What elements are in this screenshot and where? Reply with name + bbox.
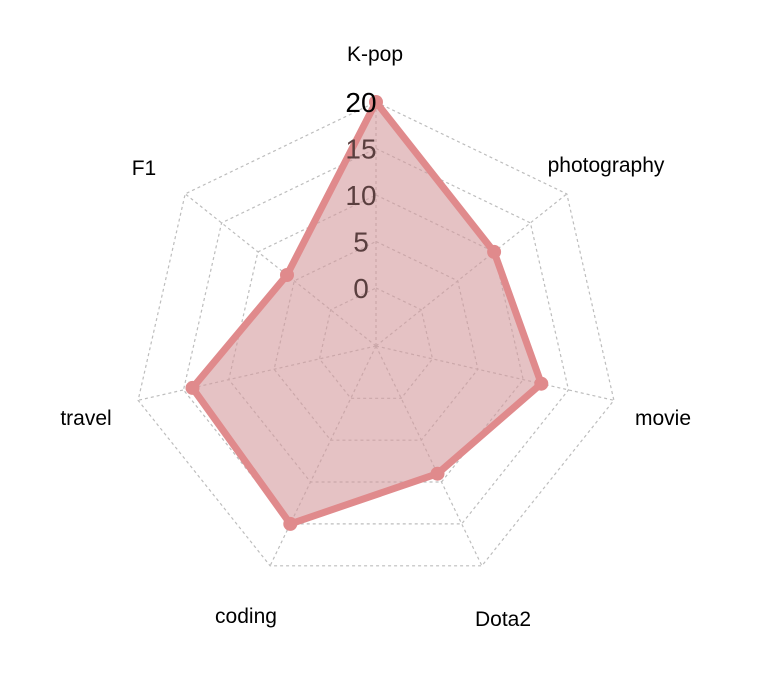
category-label-coding: coding: [215, 605, 277, 628]
tick-label-0: 0: [353, 273, 369, 304]
category-label-travel: travel: [60, 407, 111, 430]
data-point-coding: [283, 516, 298, 531]
data-point-travel: [185, 380, 200, 395]
category-label-photography: photography: [548, 154, 665, 177]
category-label-dota2: Dota2: [475, 608, 531, 631]
category-labels: K-pop photography movie Dota2 coding travel F1: [60, 43, 691, 631]
radial-tick-labels: 0 5 10 15 20: [345, 87, 376, 304]
category-label-f1: F1: [132, 157, 157, 180]
data-point-F1: [280, 268, 294, 282]
tick-label-10: 10: [345, 180, 376, 211]
grid-ring-3: [182, 147, 570, 525]
tick-label-5: 5: [353, 227, 369, 258]
series-area-0: [189, 98, 545, 528]
data-point-Dota2: [430, 466, 445, 481]
data-point-movie: [534, 376, 549, 391]
grid-ring-4: [137, 101, 615, 567]
grid-spoke-6: [184, 193, 377, 347]
category-label-k-pop: K-pop: [347, 43, 403, 66]
tick-label-20: 20: [345, 87, 376, 118]
data-point-K-pop: [369, 95, 383, 109]
data-point-photography: [487, 244, 502, 259]
category-label-movie: movie: [635, 407, 691, 430]
tick-label-15: 15: [345, 134, 376, 165]
radar-series: [185, 95, 549, 531]
